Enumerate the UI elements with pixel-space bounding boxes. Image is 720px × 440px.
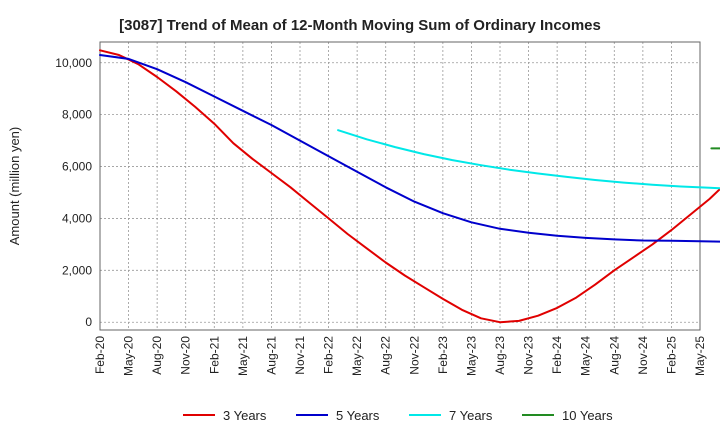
x-tick-label: May-21 [236,336,250,376]
x-tick-label: Feb-23 [436,336,450,374]
legend-label-5-years: 5 Years [336,408,380,423]
x-tick-label: Aug-20 [150,336,164,375]
legend-label-3-years: 3 Years [223,408,267,423]
series-7-years-line [337,129,720,190]
x-tick-label: Feb-20 [93,336,107,374]
legend-label-10-years: 10 Years [562,408,613,423]
x-tick-label: Feb-22 [322,336,336,374]
x-tick-label: Nov-24 [636,336,650,375]
x-tick-label: Feb-24 [550,336,564,374]
y-tick-label: 0 [85,315,92,329]
y-axis-label: Amount (million yen) [7,127,22,246]
series-group [99,49,720,324]
x-tick-label: Aug-22 [379,336,393,375]
chart-title: [3087] Trend of Mean of 12-Month Moving … [119,17,601,34]
y-tick-label: 4,000 [62,211,92,225]
plot-area [99,41,701,331]
x-tick-label: May-22 [350,336,364,376]
y-tick-label: 2,000 [62,263,92,277]
series-5-years-line [99,54,720,243]
x-tick-label: Feb-25 [664,336,678,374]
x-axis: Feb-20 May-20 Aug-20 Nov-20 Feb-21 May-21 Aug-… [93,336,707,376]
x-tick-label: Aug-24 [607,336,621,375]
x-tick-label: May-23 [464,336,478,376]
series-3-years-line [99,49,720,324]
x-tick-label: Nov-20 [179,336,193,375]
y-tick-label: 8,000 [62,108,92,122]
x-tick-label: May-20 [122,336,136,376]
x-tick-label: Nov-23 [522,336,536,375]
legend-label-7-years: 7 Years [449,408,493,423]
y-axis: 0 2,000 4,000 6,000 8,000 10,000 [55,56,92,329]
x-tick-label: Nov-21 [293,336,307,375]
y-tick-label: 10,000 [55,56,92,70]
legend: 3 Years 5 Years 7 Years 10 Years [183,408,613,423]
y-tick-label: 6,000 [62,160,92,174]
grid [99,42,701,330]
x-tick-label: May-24 [579,336,593,376]
x-tick-label: Nov-22 [407,336,421,375]
x-tick-label: May-25 [693,336,707,376]
x-tick-label: Feb-21 [207,336,221,374]
x-tick-label: Aug-23 [493,336,507,375]
x-tick-label: Aug-21 [264,336,278,375]
